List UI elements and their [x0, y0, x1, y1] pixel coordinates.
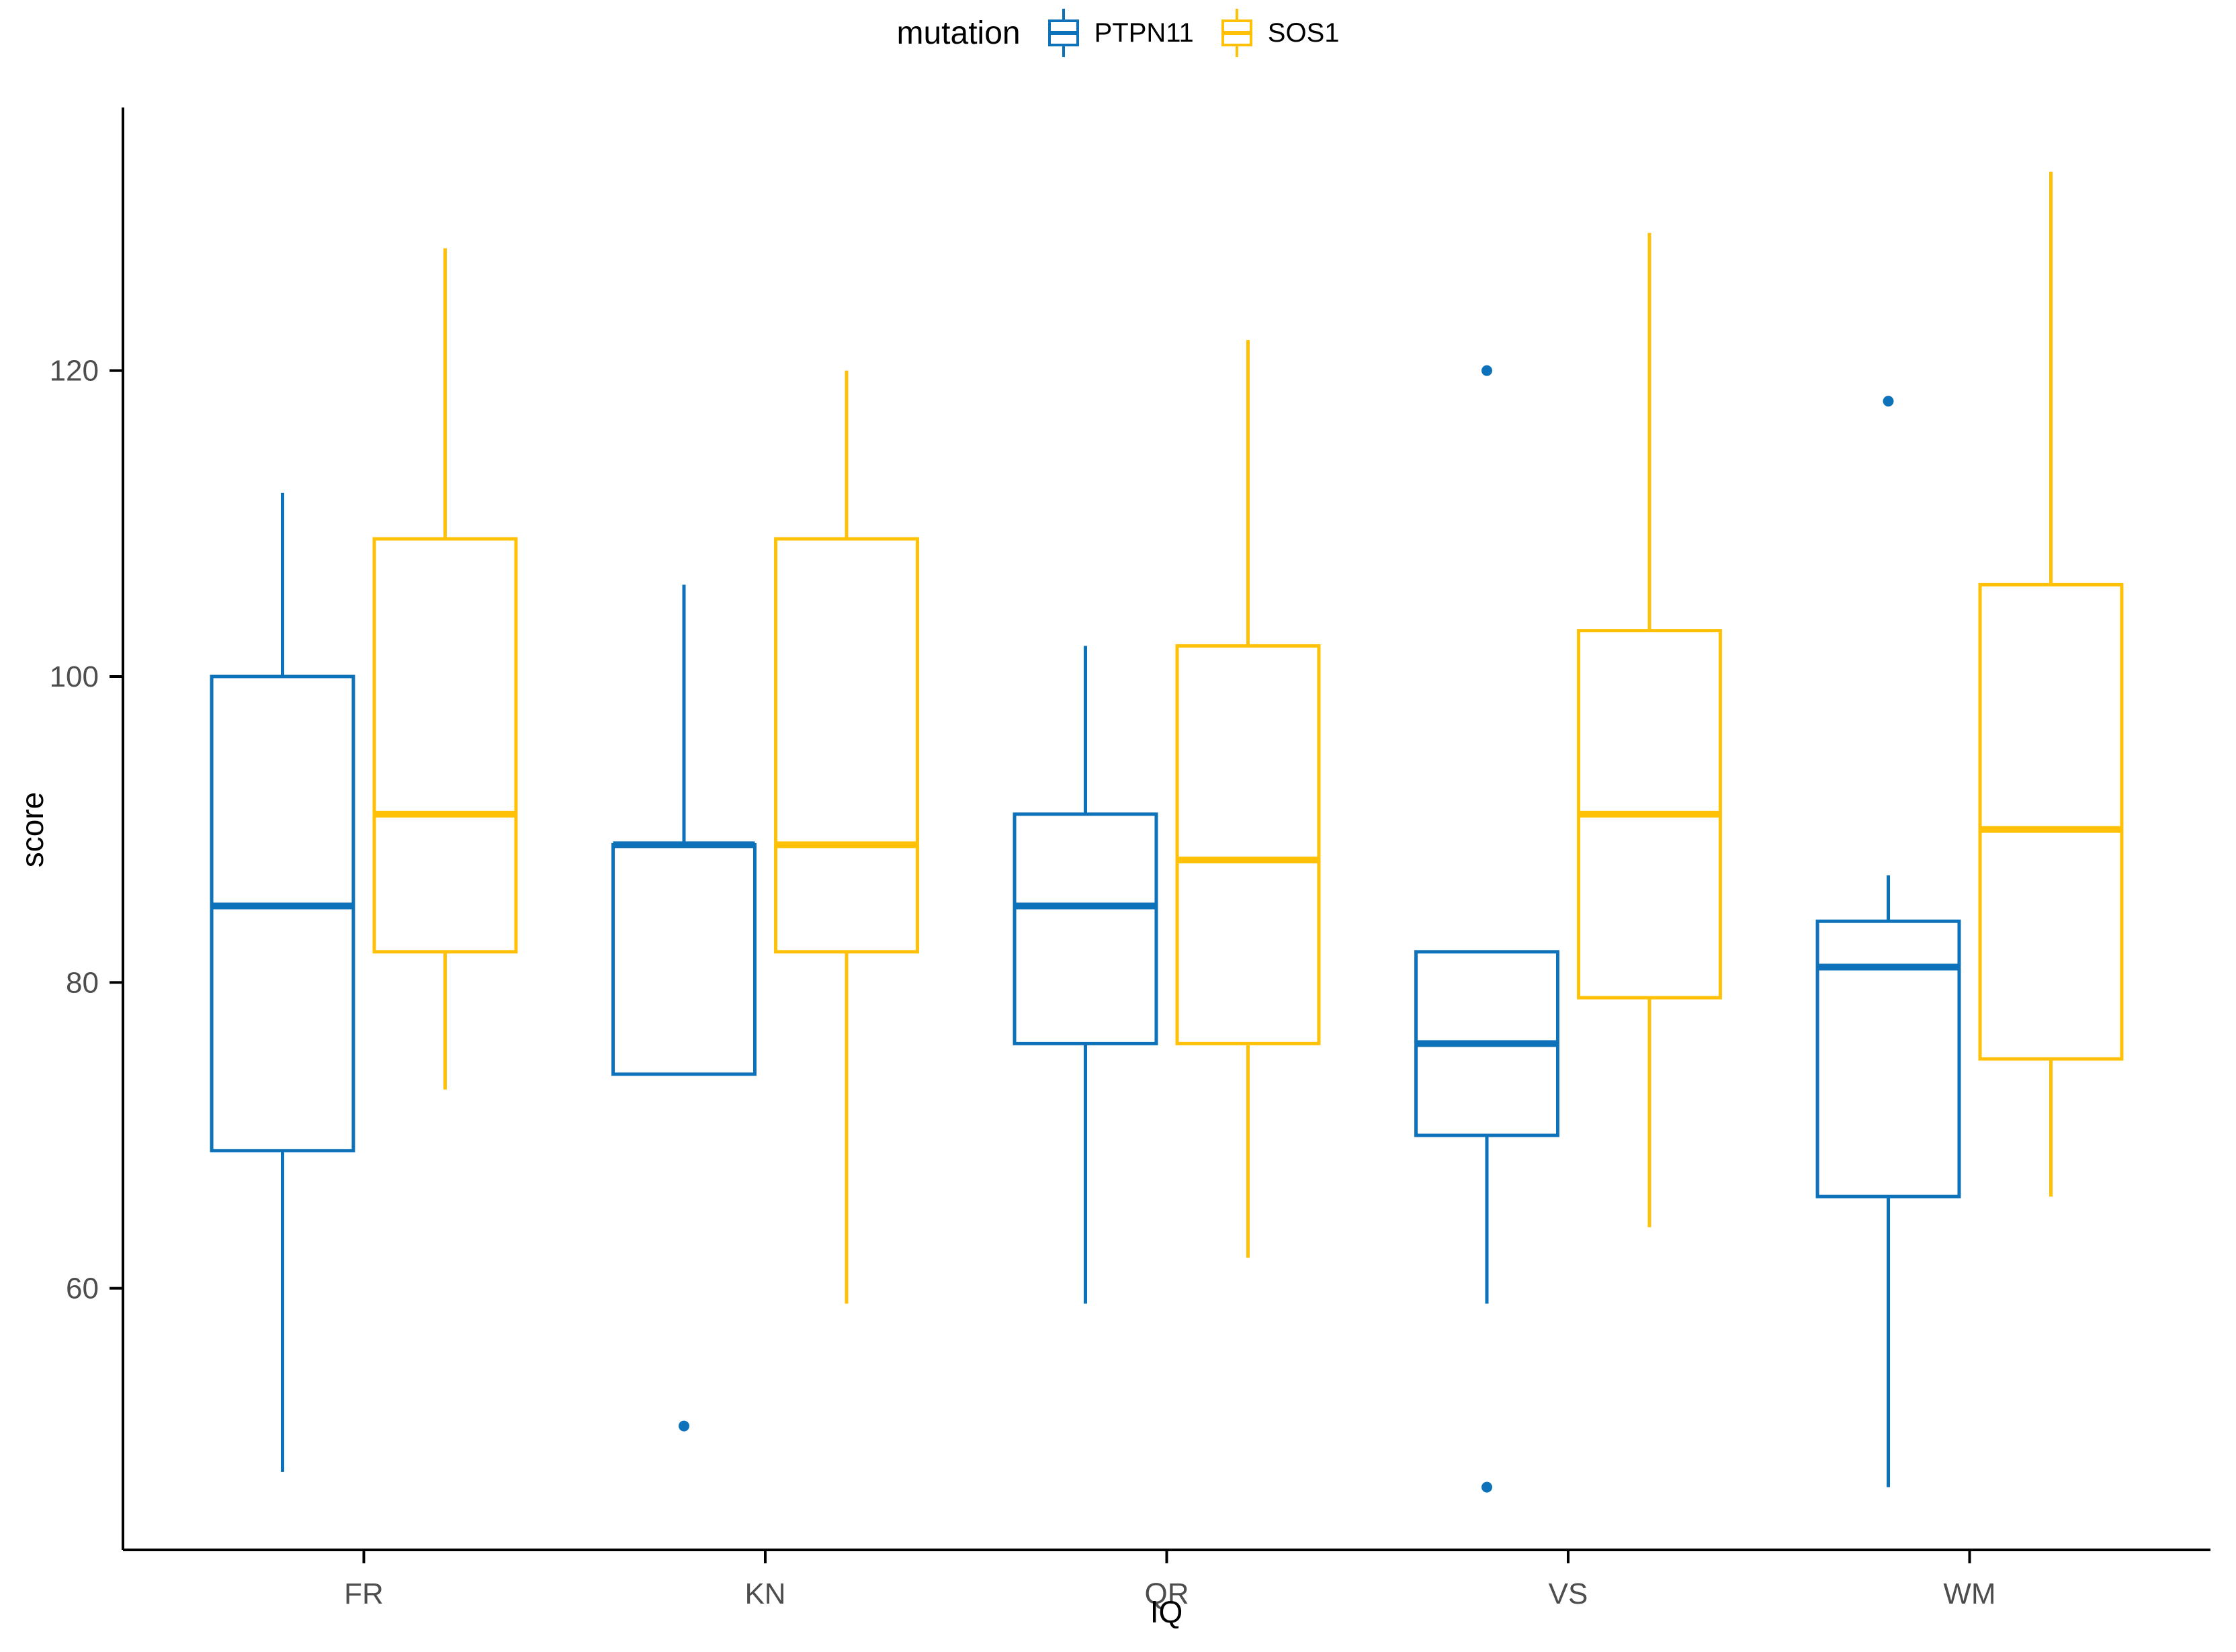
iqr-box: [1175, 644, 1321, 1045]
series-PTPN11: [210, 365, 1961, 1493]
y-tick-label: 80: [66, 966, 99, 999]
outlier-point: [1481, 365, 1493, 376]
box-SOS1-WM: [1978, 171, 2124, 1197]
iqr-box: [774, 537, 919, 954]
outlier-point: [679, 1420, 690, 1432]
iqr-box: [1815, 919, 1961, 1199]
legend-key-boxplot-icon: [1221, 9, 1252, 57]
y-axis-title: score: [15, 791, 50, 868]
box-SOS1-KN: [774, 370, 919, 1304]
box-PTPN11-FR: [210, 492, 355, 1472]
y-tick-label: 60: [66, 1272, 99, 1305]
x-tick-label: QR: [1145, 1577, 1189, 1610]
y-tick-label: 120: [50, 355, 99, 388]
box-PTPN11-QR: [1013, 646, 1158, 1304]
legend: mutation PTPN11 SOS1: [0, 4, 2236, 62]
x-axis-title: IQ: [1150, 1594, 1183, 1629]
iqr-box: [1013, 812, 1158, 1045]
legend-title: mutation: [896, 15, 1021, 51]
x-tick-label: FR: [344, 1577, 384, 1610]
iqr-box: [611, 842, 757, 1076]
iqr-box: [210, 675, 355, 1153]
box-PTPN11-WM: [1815, 396, 1961, 1487]
box-PTPN11-VS: [1414, 365, 1559, 1493]
legend-entry-label: PTPN11: [1094, 17, 1194, 48]
iqr-box: [372, 537, 518, 954]
legend-entry-sos1: SOS1: [1217, 7, 1340, 59]
legend-entry-label: SOS1: [1267, 17, 1340, 48]
y-tick-label: 100: [50, 660, 99, 693]
box-SOS1-FR: [372, 248, 518, 1090]
legend-entry-ptpn11: PTPN11: [1043, 7, 1194, 59]
outlier-point: [1883, 396, 1894, 407]
box-SOS1-QR: [1175, 340, 1321, 1258]
iqr-box: [1978, 582, 2124, 1061]
x-tick-label: VS: [1549, 1577, 1588, 1610]
series-SOS1: [372, 171, 2124, 1304]
box-SOS1-VS: [1577, 232, 1722, 1227]
box-PTPN11-KN: [611, 584, 757, 1432]
x-tick-label: KN: [744, 1577, 785, 1610]
outlier-point: [1481, 1481, 1493, 1493]
x-tick-label: WM: [1943, 1577, 1995, 1610]
legend-key-boxplot-icon: [1047, 9, 1079, 57]
